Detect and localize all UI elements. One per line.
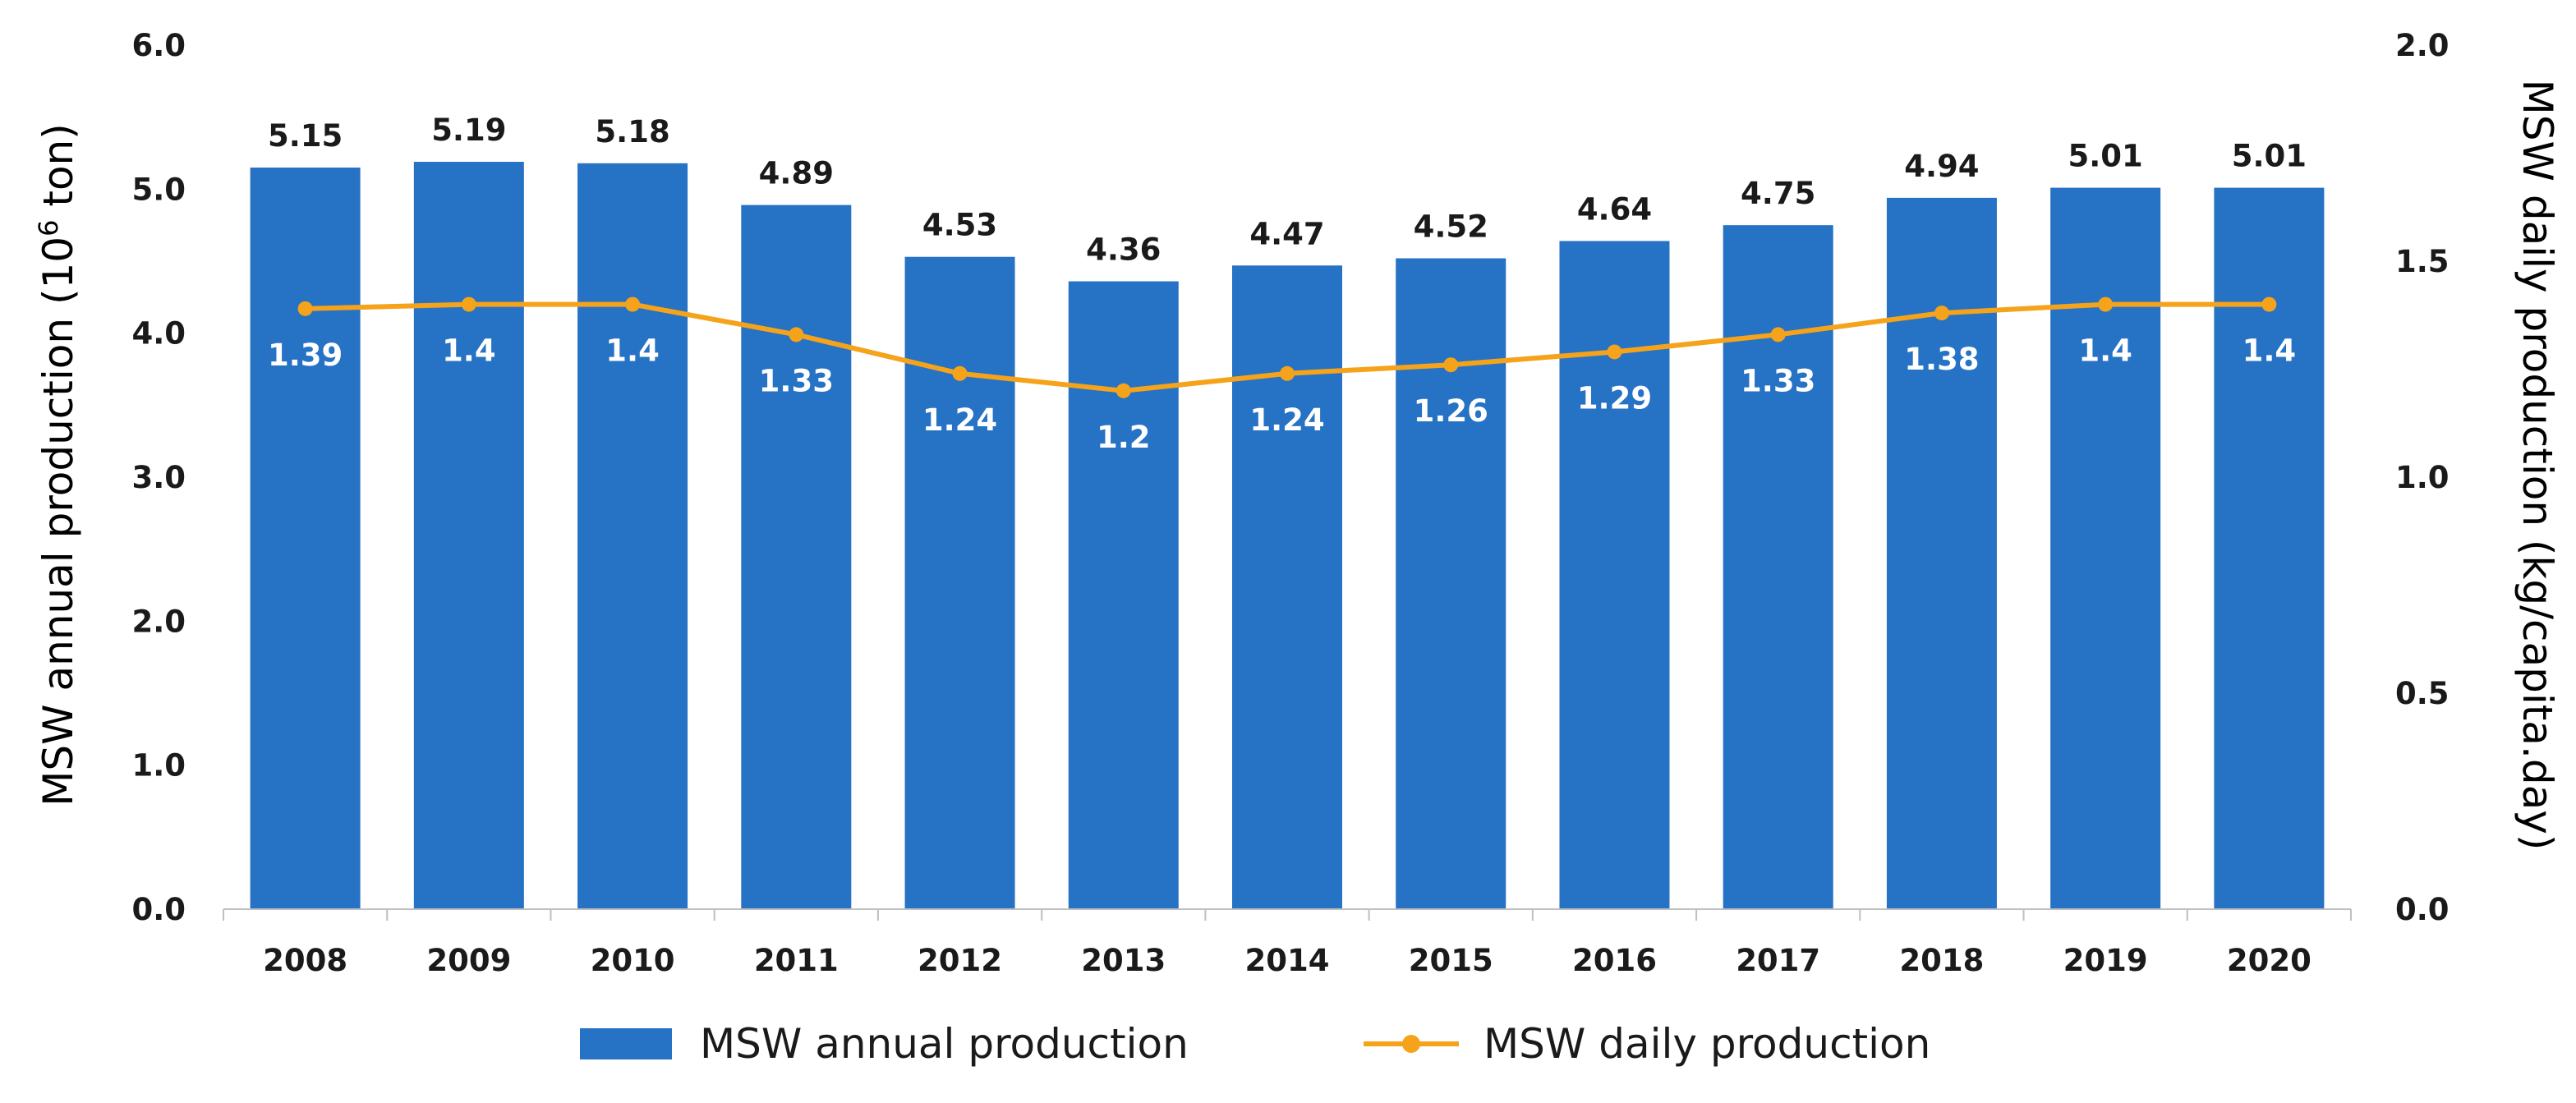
line-marker-2013 <box>1116 383 1131 398</box>
bar-value-label: 4.53 <box>922 208 997 243</box>
y-left-tick-label: 6.0 <box>131 28 186 63</box>
legend-annual-label: MSW annual production <box>700 1020 1189 1068</box>
y-right-tick-label: 1.0 <box>2395 460 2450 495</box>
left-axis-ticks: 0.0 1.0 2.0 3.0 4.0 5.0 6.0 <box>131 28 186 927</box>
x-tick-label: 2019 <box>2063 943 2148 978</box>
bar-value-label: 5.01 <box>2068 139 2143 174</box>
bar-2018 <box>1886 197 1997 909</box>
bar-value-label: 4.52 <box>1414 209 1488 244</box>
line-value-label: 1.2 <box>1097 420 1151 455</box>
bar-value-label: 4.89 <box>759 156 834 191</box>
bar-2015 <box>1396 258 1506 909</box>
line-value-label: 1.24 <box>922 402 997 438</box>
line-marker-2014 <box>1280 365 1295 381</box>
line-marker-2009 <box>461 296 476 312</box>
left-axis-title: MSW annual production (106 ton) <box>33 123 82 807</box>
line-value-label: 1.4 <box>605 333 660 369</box>
x-axis-labels: 2008 2009 2010 2011 2012 2013 2014 2015 2016 2017… <box>263 943 2312 978</box>
y-left-tick-label: 5.0 <box>131 172 186 207</box>
line-value-label: 1.4 <box>442 333 496 369</box>
line-marker-2016 <box>1607 344 1622 360</box>
line-marker-2019 <box>2098 296 2114 312</box>
bar-value-label: 4.94 <box>1904 149 1979 184</box>
x-tick-label: 2015 <box>1409 943 1493 978</box>
bar-2011 <box>741 205 852 909</box>
bar-value-label: 5.15 <box>268 118 343 154</box>
y-left-tick-label: 2.0 <box>131 604 186 639</box>
line-markers <box>297 296 2277 398</box>
line-value-label: 1.29 <box>1577 380 1652 416</box>
line-value-label: 1.24 <box>1249 402 1324 438</box>
line-marker-2017 <box>1770 327 1786 342</box>
y-left-tick-label: 0.0 <box>131 892 186 927</box>
x-tick-label: 2009 <box>426 943 511 978</box>
line-marker-2020 <box>2261 296 2277 312</box>
y-right-tick-label: 0.5 <box>2395 676 2450 711</box>
line-marker-2010 <box>625 296 641 312</box>
bar-2016 <box>1559 241 1670 909</box>
line-marker-2011 <box>789 327 804 342</box>
bar-2008 <box>250 168 361 910</box>
legend-line-marker <box>1402 1035 1420 1053</box>
left-axis-title-prefix: MSW annual production (10 <box>34 237 82 807</box>
line-value-label: 1.4 <box>2078 333 2132 369</box>
x-axis-ticks <box>223 909 2352 921</box>
x-tick-label: 2017 <box>1736 943 1820 978</box>
bar-2014 <box>1232 265 1342 909</box>
bar-value-label: 4.75 <box>1741 176 1815 211</box>
x-tick-label: 2018 <box>1899 943 1984 978</box>
bar-2010 <box>577 163 688 910</box>
x-tick-label: 2008 <box>263 943 347 978</box>
line-value-label: 1.4 <box>2242 333 2297 369</box>
x-tick-label: 2012 <box>918 943 1002 978</box>
line-marker-2008 <box>297 301 313 316</box>
line-marker-2018 <box>1934 306 1949 321</box>
x-tick-label: 2014 <box>1245 943 1330 978</box>
line-data-labels: 1.39 1.4 1.4 1.33 1.24 1.2 1.24 1.26 1.29 1.33 1.3… <box>268 333 2296 455</box>
x-tick-label: 2016 <box>1572 943 1657 978</box>
bar-data-labels: 5.15 5.19 5.18 4.89 4.53 4.36 4.47 4.52 4.64 4.75… <box>268 113 2307 268</box>
x-tick-label: 2020 <box>2227 943 2312 978</box>
y-right-tick-label: 0.0 <box>2395 892 2450 927</box>
y-left-tick-label: 1.0 <box>131 748 186 784</box>
y-left-tick-label: 3.0 <box>131 460 186 495</box>
bar-2020 <box>2214 187 2325 909</box>
right-axis-ticks: 0.0 0.5 1.0 1.5 2.0 <box>2395 28 2450 927</box>
legend-bar-swatch <box>580 1028 672 1059</box>
right-axis-title: MSW daily production (kg/capita.day) <box>2514 80 2561 851</box>
left-axis-title-suffix: ton) <box>34 123 82 219</box>
bar-2013 <box>1068 281 1179 910</box>
bar-value-label: 4.47 <box>1249 216 1324 251</box>
left-axis-title-superscript: 6 <box>33 220 64 237</box>
line-value-label: 1.33 <box>759 363 834 398</box>
bar-value-label: 4.64 <box>1577 191 1652 227</box>
bar-series <box>250 162 2325 910</box>
line-value-label: 1.26 <box>1414 393 1488 429</box>
line-value-label: 1.38 <box>1904 342 1979 377</box>
bar-2009 <box>413 162 524 909</box>
line-value-label: 1.39 <box>268 338 343 373</box>
y-left-tick-label: 4.0 <box>131 316 186 352</box>
x-tick-label: 2010 <box>591 943 675 978</box>
bar-2012 <box>904 256 1015 909</box>
line-value-label: 1.33 <box>1741 363 1815 398</box>
legend-daily-label: MSW daily production <box>1484 1020 1930 1068</box>
bar-value-label: 5.01 <box>2232 139 2307 174</box>
y-right-tick-label: 1.5 <box>2395 244 2450 279</box>
bar-2019 <box>2050 187 2161 909</box>
x-tick-label: 2013 <box>1081 943 1166 978</box>
bar-value-label: 5.19 <box>431 113 506 148</box>
line-marker-2015 <box>1443 357 1459 373</box>
x-tick-label: 2011 <box>754 943 839 978</box>
y-right-tick-label: 2.0 <box>2395 28 2450 63</box>
bar-value-label: 5.18 <box>595 114 669 149</box>
legend: MSW annual production MSW daily producti… <box>580 1020 1930 1068</box>
line-marker-2012 <box>952 365 968 381</box>
bar-value-label: 4.36 <box>1086 232 1161 268</box>
